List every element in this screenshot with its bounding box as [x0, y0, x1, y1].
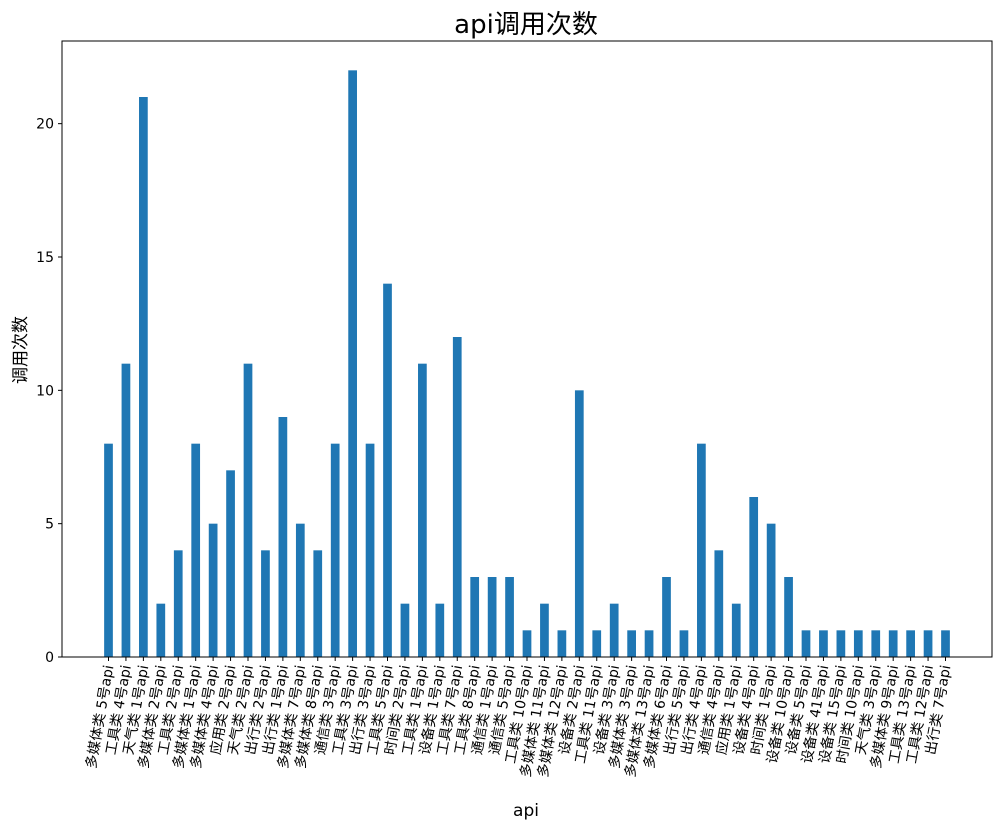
bar-26 [557, 630, 567, 657]
bar-33 [679, 630, 689, 657]
y-tick-label-1: 5 [45, 517, 54, 533]
y-tick-label-0: 0 [45, 650, 54, 666]
bar-42 [836, 630, 846, 657]
bar-27 [574, 390, 584, 657]
bar-32 [662, 577, 671, 657]
bar-47 [923, 630, 933, 657]
bar-9 [261, 550, 270, 657]
bar-2 [139, 97, 148, 657]
bar-48 [941, 630, 950, 657]
bar-12 [313, 550, 323, 657]
bar-24 [522, 630, 532, 657]
bar-10 [278, 417, 288, 657]
y-ticks-group: 0 5 10 15 20 [36, 117, 62, 666]
bars-group [104, 70, 950, 657]
bar-22 [487, 577, 497, 657]
bar-19 [435, 603, 445, 657]
bar-16 [383, 283, 392, 657]
bar-20 [452, 337, 462, 657]
bar-13 [330, 443, 340, 657]
bar-1 [121, 363, 131, 657]
y-tick-label-2: 10 [36, 383, 54, 399]
y-tick-label-3: 15 [36, 250, 54, 266]
bar-45 [888, 630, 898, 657]
y-tick-label-4: 20 [36, 117, 54, 133]
plot-frame [61, 40, 993, 658]
bar-5 [191, 443, 201, 657]
bar-4 [173, 550, 183, 657]
bar-40 [801, 630, 811, 657]
chart-title: api调用次数 [454, 10, 598, 40]
bar-15 [365, 443, 375, 657]
bar-6 [208, 523, 218, 657]
bar-14 [348, 70, 357, 657]
bar-21 [470, 577, 480, 657]
bar-11 [295, 523, 305, 657]
bar-17 [400, 603, 410, 657]
bar-0 [104, 443, 113, 657]
bar-18 [418, 363, 427, 657]
bar-34 [697, 443, 706, 657]
x-axis-label: api [513, 801, 539, 821]
bar-30 [627, 630, 636, 657]
bar-3 [156, 603, 166, 657]
bar-44 [871, 630, 881, 657]
bar-38 [766, 523, 776, 657]
bar-41 [819, 630, 828, 657]
bar-28 [592, 630, 602, 657]
bar-25 [540, 603, 549, 657]
bar-31 [644, 630, 654, 657]
bar-29 [609, 603, 619, 657]
bar-8 [243, 363, 253, 657]
bar-36 [731, 603, 741, 657]
bar-23 [505, 577, 514, 657]
bar-35 [714, 550, 724, 657]
bar-46 [906, 630, 915, 657]
y-axis-label: 调用次数 [11, 316, 31, 384]
bar-39 [784, 577, 793, 657]
bar-7 [226, 470, 235, 657]
bar-43 [853, 630, 863, 657]
bar-37 [749, 497, 759, 657]
